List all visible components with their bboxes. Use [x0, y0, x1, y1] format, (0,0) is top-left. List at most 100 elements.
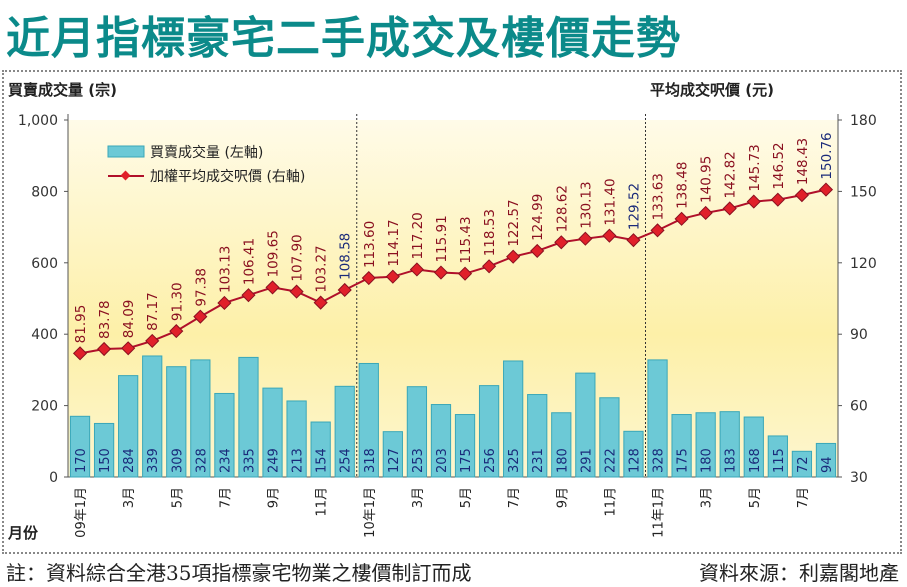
- bar: [623, 430, 644, 478]
- bar-value-label: 328: [652, 448, 667, 473]
- bar: [406, 386, 428, 478]
- bar: [647, 359, 668, 478]
- price-marker: [794, 188, 809, 203]
- bar: [262, 387, 283, 478]
- left-tick-label: 200: [31, 399, 58, 415]
- price-marker: [722, 201, 737, 216]
- price-marker: [530, 243, 545, 258]
- price-value-label: 83.78: [97, 300, 113, 339]
- bar-value-label: 175: [459, 448, 474, 473]
- price-value-label: 129.52: [626, 183, 642, 230]
- right-tick-label: 150: [850, 184, 877, 200]
- x-tick-label: 3月: [700, 487, 715, 508]
- price-value-label: 107.90: [290, 234, 306, 281]
- bar: [190, 359, 211, 478]
- price-value-label: 103.27: [314, 245, 330, 292]
- bar: [214, 392, 235, 478]
- bar: [430, 404, 452, 478]
- price-marker: [265, 280, 280, 295]
- bar: [503, 360, 524, 478]
- bar-value-label: 335: [242, 448, 257, 473]
- right-tick-label: 120: [850, 256, 877, 272]
- right-tick-label: 60: [850, 399, 868, 415]
- price-marker: [121, 341, 136, 356]
- bar-value-label: 339: [146, 448, 161, 473]
- price-marker: [169, 324, 184, 339]
- price-value-label: 84.09: [121, 300, 137, 339]
- price-value-label: 87.17: [145, 292, 161, 331]
- bar: [551, 412, 572, 478]
- left-tick-label: 600: [31, 256, 58, 272]
- bar: [719, 411, 740, 478]
- x-tick-label: 9月: [267, 487, 282, 508]
- bar: [791, 450, 813, 478]
- bar: [93, 422, 115, 478]
- x-tick-label: 09年1月: [74, 487, 89, 538]
- right-tick-label: 90: [850, 327, 868, 343]
- right-tick-label: 180: [850, 113, 877, 129]
- bar-value-label: 213: [291, 448, 306, 473]
- price-value-label: 133.63: [651, 173, 667, 220]
- bar-value-label: 222: [603, 448, 618, 473]
- price-marker: [337, 282, 352, 298]
- bar-value-label: 249: [267, 448, 282, 473]
- price-value-label: 115.43: [458, 216, 474, 263]
- bar: [334, 385, 355, 478]
- bar: [382, 431, 403, 478]
- price-marker: [746, 194, 761, 209]
- x-tick-label: 11年1月: [652, 487, 667, 538]
- price-marker: [72, 346, 88, 361]
- bar: [118, 375, 139, 478]
- left-tick-label: 400: [31, 327, 58, 343]
- x-tick-label: 7月: [507, 487, 522, 508]
- source-note: 資料來源：利嘉閣地產: [699, 561, 899, 585]
- bar-value-label: 175: [676, 448, 691, 473]
- x-tick-label: 5月: [459, 487, 474, 508]
- price-value-label: 106.41: [241, 238, 257, 285]
- bar-value-label: 180: [700, 448, 715, 473]
- price-marker: [97, 341, 112, 357]
- price-marker: [578, 231, 593, 246]
- price-value-label: 150.76: [819, 132, 835, 179]
- price-value-label: 103.13: [217, 246, 233, 293]
- price-value-label: 122.57: [506, 199, 522, 246]
- bar: [815, 442, 837, 478]
- price-value-label: 118.53: [482, 209, 498, 256]
- x-tick-label: 5月: [170, 487, 185, 508]
- x-tick-label: 7月: [218, 487, 233, 508]
- price-marker: [433, 265, 449, 280]
- bar: [142, 355, 163, 478]
- chart-title: 近月指標豪宅二手成交及樓價走勢: [6, 13, 681, 64]
- price-value-label: 140.95: [699, 156, 715, 203]
- price-marker: [313, 295, 328, 310]
- bar-value-label: 128: [627, 448, 642, 473]
- price-marker: [698, 205, 713, 221]
- price-value-label: 145.73: [747, 144, 763, 191]
- bar-value-label: 94: [820, 456, 835, 473]
- right-axis-title: 平均成交呎價 (元): [650, 81, 774, 99]
- bar: [478, 385, 500, 478]
- price-value-label: 91.30: [169, 282, 185, 321]
- chart-frame: [2, 70, 902, 554]
- x-tick-label: 10年1月: [363, 487, 378, 538]
- bar: [358, 362, 379, 478]
- price-marker: [217, 295, 232, 311]
- price-marker: [770, 192, 785, 207]
- x-tick-label: 11月: [603, 487, 618, 517]
- price-marker: [818, 182, 834, 197]
- price-marker: [626, 233, 641, 248]
- legend-line-label: 加權平均成交呎價 (右軸): [150, 168, 305, 185]
- x-tick-label: 3月: [122, 487, 137, 508]
- bar: [695, 412, 716, 478]
- bar-value-label: 234: [218, 448, 233, 473]
- price-marker: [554, 235, 569, 250]
- price-marker: [385, 269, 400, 284]
- price-value-label: 114.17: [386, 219, 402, 266]
- bar: [69, 415, 91, 478]
- price-marker: [409, 262, 424, 277]
- bar-value-label: 203: [435, 448, 450, 473]
- bar: [599, 397, 620, 478]
- bar-value-label: 183: [724, 448, 739, 473]
- bar-value-label: 72: [796, 456, 811, 473]
- bar-value-label: 309: [170, 448, 185, 473]
